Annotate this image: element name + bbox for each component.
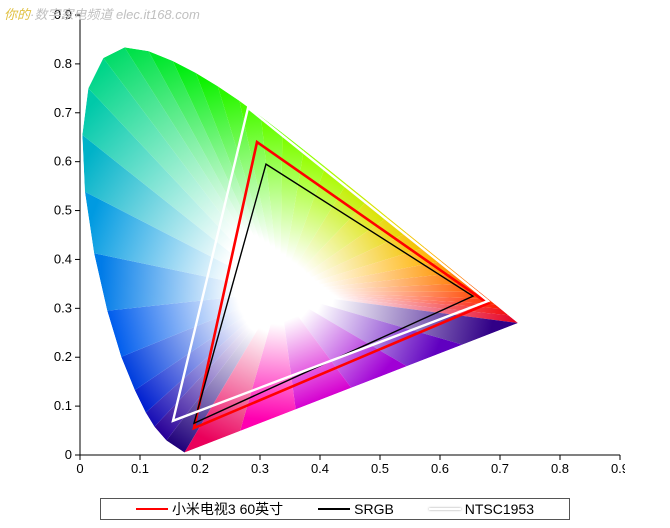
y-tick-label: 0.2 bbox=[54, 349, 72, 364]
y-tick-label: 0 bbox=[65, 447, 72, 462]
legend-swatch bbox=[136, 508, 168, 510]
legend-swatch bbox=[318, 508, 350, 510]
x-tick-label: 0.6 bbox=[431, 461, 449, 476]
legend-item-srgb: SRGB bbox=[318, 501, 394, 517]
chromaticity-plot: 0 0.1 0.2 0.3 0.4 0.5 0.6 0.7 0.8 0.9 0 0.1 0.2 0.3 0.… bbox=[45, 10, 625, 480]
x-tick-label: 0.2 bbox=[191, 461, 209, 476]
legend-label: NTSC1953 bbox=[465, 501, 534, 517]
watermark: 你的·数字家电频道 elec.it168.com bbox=[4, 4, 200, 23]
x-tick-label: 0.4 bbox=[311, 461, 329, 476]
legend-label: SRGB bbox=[354, 501, 394, 517]
x-tick-label: 0 bbox=[76, 461, 83, 476]
y-tick-label: 0.3 bbox=[54, 300, 72, 315]
x-tick-label: 0.3 bbox=[251, 461, 269, 476]
x-tick-label: 0.5 bbox=[371, 461, 389, 476]
y-tick-label: 0.8 bbox=[54, 56, 72, 71]
y-tick-label: 0.1 bbox=[54, 398, 72, 413]
y-tick-label: 0.4 bbox=[54, 251, 72, 266]
y-tick-label: 0.6 bbox=[54, 154, 72, 169]
x-tick-label: 0.7 bbox=[491, 461, 509, 476]
x-tick-label: 0.8 bbox=[551, 461, 569, 476]
y-tick-label: 0.5 bbox=[54, 203, 72, 218]
legend: 小米电视3 60英寸 SRGB NTSC1953 bbox=[100, 498, 570, 520]
x-tick-label: 0.1 bbox=[131, 461, 149, 476]
legend-item-ntsc1953: NTSC1953 bbox=[429, 501, 534, 517]
legend-label: 小米电视3 60英寸 bbox=[172, 499, 283, 519]
legend-swatch bbox=[429, 508, 461, 510]
x-tick-label: 0.9 bbox=[611, 461, 625, 476]
legend-item-device: 小米电视3 60英寸 bbox=[136, 499, 283, 519]
y-tick-label: 0.7 bbox=[54, 105, 72, 120]
